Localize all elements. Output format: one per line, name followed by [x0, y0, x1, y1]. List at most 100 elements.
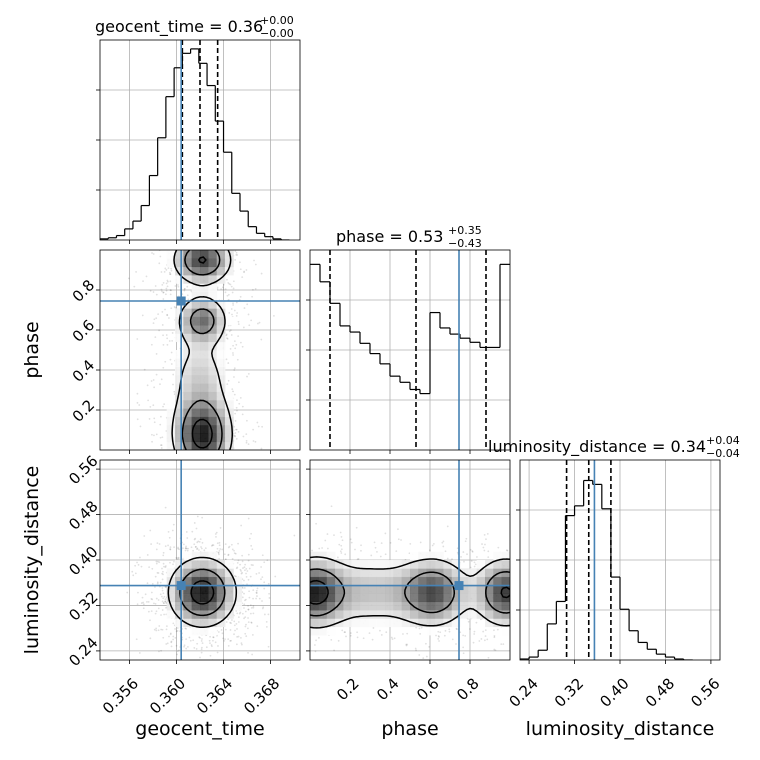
scatter-point	[228, 330, 231, 333]
xtick-label-geocent-time-0: 0.356	[99, 674, 142, 717]
scatter-point	[393, 637, 396, 640]
scatter-point	[183, 245, 185, 247]
scatter-point	[200, 646, 203, 649]
density-cell	[468, 593, 478, 603]
scatter-point	[302, 563, 304, 565]
density-cell	[216, 375, 226, 384]
scatter-point	[233, 574, 236, 577]
scatter-point	[514, 591, 516, 593]
density-cell	[360, 601, 369, 611]
scatter-point	[164, 545, 167, 548]
scatter-point	[153, 318, 156, 321]
scatter-point	[156, 571, 159, 574]
density-cell	[200, 325, 209, 334]
scatter-point	[431, 544, 434, 547]
scatter-point	[235, 314, 238, 317]
scatter-point	[185, 547, 188, 550]
scatter-point	[244, 632, 247, 635]
scatter-point	[237, 335, 240, 337]
density-cell	[410, 576, 419, 586]
scatter-point	[343, 631, 346, 634]
density-cell	[183, 441, 193, 450]
scatter-point	[308, 602, 310, 604]
density-cell	[216, 341, 226, 351]
scatter-point	[146, 384, 149, 387]
density-cell	[360, 568, 369, 578]
scatter-point	[302, 563, 304, 565]
scatter-point	[234, 250, 237, 253]
scatter-point	[446, 525, 449, 528]
scatter-point	[148, 566, 151, 568]
scatter-point	[232, 354, 234, 356]
scatter-point	[517, 579, 519, 581]
density-cell	[385, 560, 394, 569]
density-cell	[208, 391, 218, 401]
scatter-point	[478, 640, 481, 642]
scatter-point	[167, 280, 169, 283]
density-cell	[191, 391, 201, 401]
density-cell	[175, 601, 184, 611]
scatter-point	[438, 635, 440, 638]
scatter-point	[251, 548, 254, 551]
scatter-point	[218, 541, 221, 544]
density-cell	[393, 610, 403, 619]
hist-phase-panel	[306, 249, 511, 454]
scatter-point	[173, 546, 175, 549]
scatter-point	[154, 612, 157, 615]
xtick-label-geocent-time-3: 0.368	[240, 674, 283, 717]
density-cell	[200, 441, 209, 450]
ytick-label-luminosity-distance-3: 0.48	[65, 497, 101, 533]
scatter-point	[173, 306, 176, 308]
density-cell	[326, 585, 336, 594]
density-cell	[191, 333, 201, 343]
scatter-point	[233, 434, 236, 437]
scatter-point	[230, 622, 232, 625]
scatter-point	[260, 447, 263, 450]
scatter-point	[165, 586, 168, 589]
scatter-point	[514, 581, 516, 583]
xtick-label-phase-2: 0.6	[413, 674, 443, 704]
scatter-point	[186, 285, 189, 288]
scatter-point	[441, 541, 444, 544]
scatter-point	[229, 283, 232, 286]
density-cell	[376, 568, 386, 578]
density-cell	[326, 601, 336, 611]
density-cell	[175, 560, 184, 569]
scatter-point	[152, 322, 155, 325]
scatter-point	[257, 322, 259, 325]
scatter-point	[161, 578, 164, 581]
scatter-point	[208, 453, 210, 455]
density-cell	[418, 593, 428, 603]
density-cell	[451, 593, 461, 603]
ytick-label-phase-3: 0.8	[69, 276, 99, 306]
density-cell	[225, 391, 234, 401]
density-cell	[200, 560, 209, 569]
scatter-point	[145, 275, 148, 278]
density-cell	[208, 341, 218, 351]
scatter-point	[150, 433, 153, 436]
scatter-point	[250, 564, 253, 566]
density-cell	[208, 560, 218, 569]
scatter-point	[212, 636, 215, 639]
scatter-point	[258, 572, 260, 574]
scatter-point	[247, 443, 250, 445]
scatter-point	[233, 367, 236, 370]
scatter-point	[163, 270, 166, 273]
density-cell	[191, 593, 201, 603]
scatter-point	[251, 653, 254, 656]
scatter-point	[229, 629, 232, 631]
density-cell	[326, 551, 336, 561]
ytick-label-luminosity-distance-4: 0.56	[65, 452, 101, 488]
scatter-point	[233, 549, 235, 552]
scatter-point	[200, 243, 202, 245]
scatter-point	[165, 625, 168, 628]
scatter-point	[169, 633, 172, 636]
scatter-point	[170, 641, 173, 644]
scatter-point	[178, 548, 180, 551]
scatter-point	[336, 556, 339, 559]
scatter-point	[161, 589, 164, 592]
scatter-point	[483, 549, 486, 552]
density-cell	[200, 283, 209, 293]
scatter-point	[451, 638, 454, 641]
scatter-point	[230, 334, 233, 336]
